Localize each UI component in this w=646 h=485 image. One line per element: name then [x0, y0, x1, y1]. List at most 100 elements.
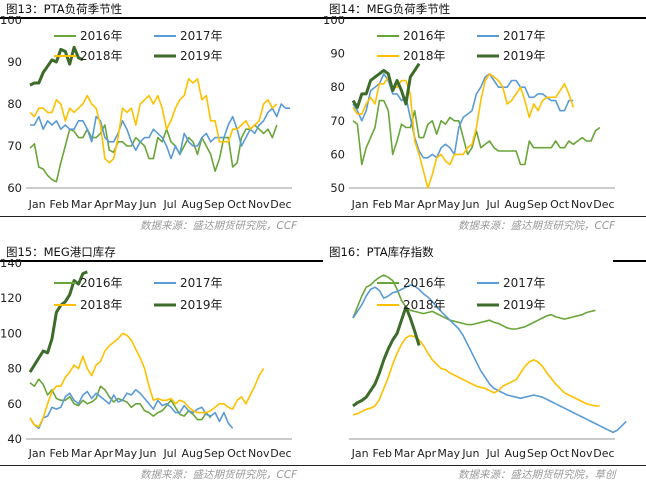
x-tick-label: Oct — [227, 447, 247, 460]
x-tick-label: Jun — [461, 198, 479, 211]
x-tick-label: Jul — [485, 447, 499, 460]
legend-label: 2017年 — [503, 29, 546, 43]
legend-label: 2016年 — [80, 29, 123, 43]
series-line-2016年 — [29, 124, 278, 183]
chart-panel-4: 图16：PTA库存指数 Jan Feb Mar Apr May Jun Jul Aug Sep O… — [323, 243, 646, 485]
x-tick-label: Dec — [270, 447, 291, 460]
series-line-2017年 — [352, 72, 574, 159]
series-line-2018年 — [29, 77, 278, 164]
x-tick-label: Feb — [373, 198, 392, 211]
y-tick-label: 60 — [7, 397, 22, 411]
x-tick-label: Jan — [351, 447, 369, 460]
x-tick-label: May — [114, 198, 137, 211]
x-tick-label: Mar — [71, 447, 92, 460]
x-tick-label: Sep — [204, 198, 225, 211]
legend-label: 2018年 — [403, 49, 446, 63]
x-tick-label: Jun — [138, 447, 156, 460]
x-tick-label: May — [437, 198, 460, 211]
title-rule — [613, 260, 646, 262]
y-tick-label: 70 — [330, 114, 345, 128]
line-chart: 50 60 70 80 90 100 Jan Feb Mar Apr May Jun Jul Aug Sep… — [323, 16, 615, 211]
footer-rule — [0, 465, 323, 466]
x-tick-label: Nov — [248, 447, 270, 460]
x-tick-label: May — [437, 447, 460, 460]
series-line-2018年 — [352, 72, 575, 189]
footer-rule — [323, 216, 646, 217]
series-line-2017年 — [30, 103, 290, 160]
x-tick-label: Mar — [394, 447, 415, 460]
y-tick-label: 100 — [0, 326, 22, 340]
x-tick-label: Jun — [138, 198, 156, 211]
series-line-2017年 — [29, 388, 234, 430]
x-tick-label: Sep — [204, 447, 225, 460]
x-tick-label: Aug — [182, 198, 203, 211]
series-line-2016年 — [29, 378, 212, 421]
line-chart: 40 60 80 100 120 140 Jan Feb Mar Apr May Jun Jul Aug S… — [0, 259, 292, 460]
source-note: 数据来源：盛达期货研究院，CCF — [140, 220, 298, 232]
chart-title: 图16：PTA库存指数 — [329, 245, 434, 259]
x-tick-label: Feb — [373, 447, 392, 460]
series-line-2016年 — [352, 99, 601, 166]
y-tick-label: 90 — [330, 47, 345, 61]
legend-label: 2016年 — [80, 276, 123, 290]
y-tick-label: 140 — [0, 259, 22, 270]
x-tick-label: May — [114, 447, 137, 460]
x-tick-label: Oct — [550, 447, 570, 460]
line-chart: 60 70 80 90 100 Jan Feb Mar Apr May Jun Jul Aug Sep Oc… — [0, 16, 292, 211]
x-tick-label: Oct — [550, 198, 570, 211]
chart-title: 图13：PTA负荷季节性 — [6, 2, 123, 16]
legend-label: 2019年 — [180, 49, 223, 63]
x-tick-label: Dec — [593, 198, 614, 211]
x-tick-label: Jan — [351, 198, 369, 211]
series-line-2017年 — [352, 284, 627, 434]
y-tick-label: 80 — [7, 97, 22, 111]
y-tick-label: 80 — [7, 362, 22, 376]
y-tick-label: 100 — [323, 16, 345, 27]
x-tick-label: Jul — [162, 447, 176, 460]
legend-label: 2019年 — [180, 298, 223, 312]
y-tick-label: 50 — [330, 181, 345, 195]
x-tick-label: Feb — [50, 447, 69, 460]
y-tick-label: 70 — [7, 139, 22, 153]
x-tick-label: Mar — [394, 198, 415, 211]
legend-label: 2018年 — [403, 298, 446, 312]
series-line-2018年 — [29, 332, 265, 428]
x-tick-label: Aug — [505, 447, 526, 460]
chart-panel-2: 图14：MEG负荷季节性 50 60 70 80 90 100 Jan Feb Mar Apr Ma… — [323, 0, 646, 242]
x-tick-label: Apr — [417, 198, 437, 211]
line-chart: Jan Feb Mar Apr May Jun Jul Aug Sep Oct Nov Dec 2016… — [349, 274, 627, 460]
x-tick-label: Jan — [28, 198, 46, 211]
legend-label: 2018年 — [80, 49, 123, 63]
x-tick-label: Sep — [527, 447, 548, 460]
x-tick-label: Jul — [485, 198, 499, 211]
x-tick-label: Jun — [461, 447, 479, 460]
chart-panel-1: 图13：PTA负荷季节性 60 70 80 90 100 Jan Feb Mar Apr May J… — [0, 0, 323, 242]
x-tick-label: Sep — [527, 198, 548, 211]
footer-rule — [0, 216, 323, 217]
x-tick-label: Jul — [162, 198, 176, 211]
y-tick-label: 100 — [0, 16, 22, 27]
title-rule — [323, 17, 646, 19]
series-line-2019年 — [29, 45, 84, 87]
legend-label: 2017年 — [503, 276, 546, 290]
legend-label: 2016年 — [403, 29, 446, 43]
y-tick-label: 40 — [7, 432, 22, 446]
y-tick-label: 60 — [7, 181, 22, 195]
title-rule — [0, 260, 323, 262]
x-tick-label: Nov — [571, 198, 593, 211]
legend-label: 2017年 — [180, 276, 223, 290]
y-tick-label: 90 — [7, 55, 22, 69]
x-tick-label: Dec — [593, 447, 614, 460]
legend-label: 2019年 — [503, 49, 546, 63]
x-tick-label: Dec — [270, 198, 291, 211]
legend-label: 2016年 — [403, 276, 446, 290]
y-tick-label: 60 — [330, 147, 345, 161]
x-tick-label: Nov — [248, 198, 270, 211]
chart-title: 图14：MEG负荷季节性 — [329, 2, 451, 16]
source-note: 数据来源：盛达期货研究院，CCF — [458, 220, 616, 232]
x-tick-label: Nov — [571, 447, 593, 460]
x-tick-label: Aug — [505, 198, 526, 211]
x-tick-label: Feb — [50, 198, 69, 211]
chart-title: 图15：MEG港口库存 — [6, 245, 116, 259]
x-tick-label: Apr — [417, 447, 437, 460]
